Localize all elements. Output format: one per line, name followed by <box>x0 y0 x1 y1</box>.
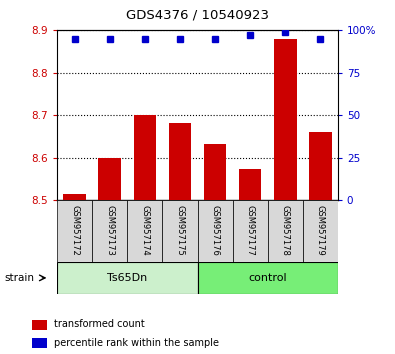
Text: strain: strain <box>4 273 34 283</box>
Text: transformed count: transformed count <box>54 319 145 329</box>
Bar <box>239 170 261 200</box>
Bar <box>198 200 233 262</box>
Text: GSM957179: GSM957179 <box>316 205 325 256</box>
Text: GSM957178: GSM957178 <box>280 205 290 256</box>
Bar <box>64 194 86 200</box>
Text: GSM957173: GSM957173 <box>105 205 115 256</box>
Bar <box>309 132 331 200</box>
Bar <box>162 200 198 262</box>
Text: GSM957176: GSM957176 <box>211 205 220 256</box>
Bar <box>134 115 156 200</box>
Bar <box>204 144 226 200</box>
Bar <box>57 200 92 262</box>
Text: GSM957177: GSM957177 <box>246 205 255 256</box>
Bar <box>98 158 121 200</box>
Bar <box>127 200 162 262</box>
Bar <box>57 262 198 294</box>
Text: GDS4376 / 10540923: GDS4376 / 10540923 <box>126 9 269 22</box>
Bar <box>32 338 47 348</box>
Bar <box>32 320 47 330</box>
Text: Ts65Dn: Ts65Dn <box>107 273 147 283</box>
Text: GSM957172: GSM957172 <box>70 205 79 256</box>
Bar <box>233 200 267 262</box>
Bar <box>274 39 297 200</box>
Text: GSM957175: GSM957175 <box>175 205 184 256</box>
Bar <box>169 123 191 200</box>
Bar <box>267 200 303 262</box>
Text: GSM957174: GSM957174 <box>140 205 149 256</box>
Text: control: control <box>248 273 287 283</box>
Text: percentile rank within the sample: percentile rank within the sample <box>54 338 219 348</box>
Bar <box>303 200 338 262</box>
Bar <box>198 262 338 294</box>
Bar <box>92 200 127 262</box>
